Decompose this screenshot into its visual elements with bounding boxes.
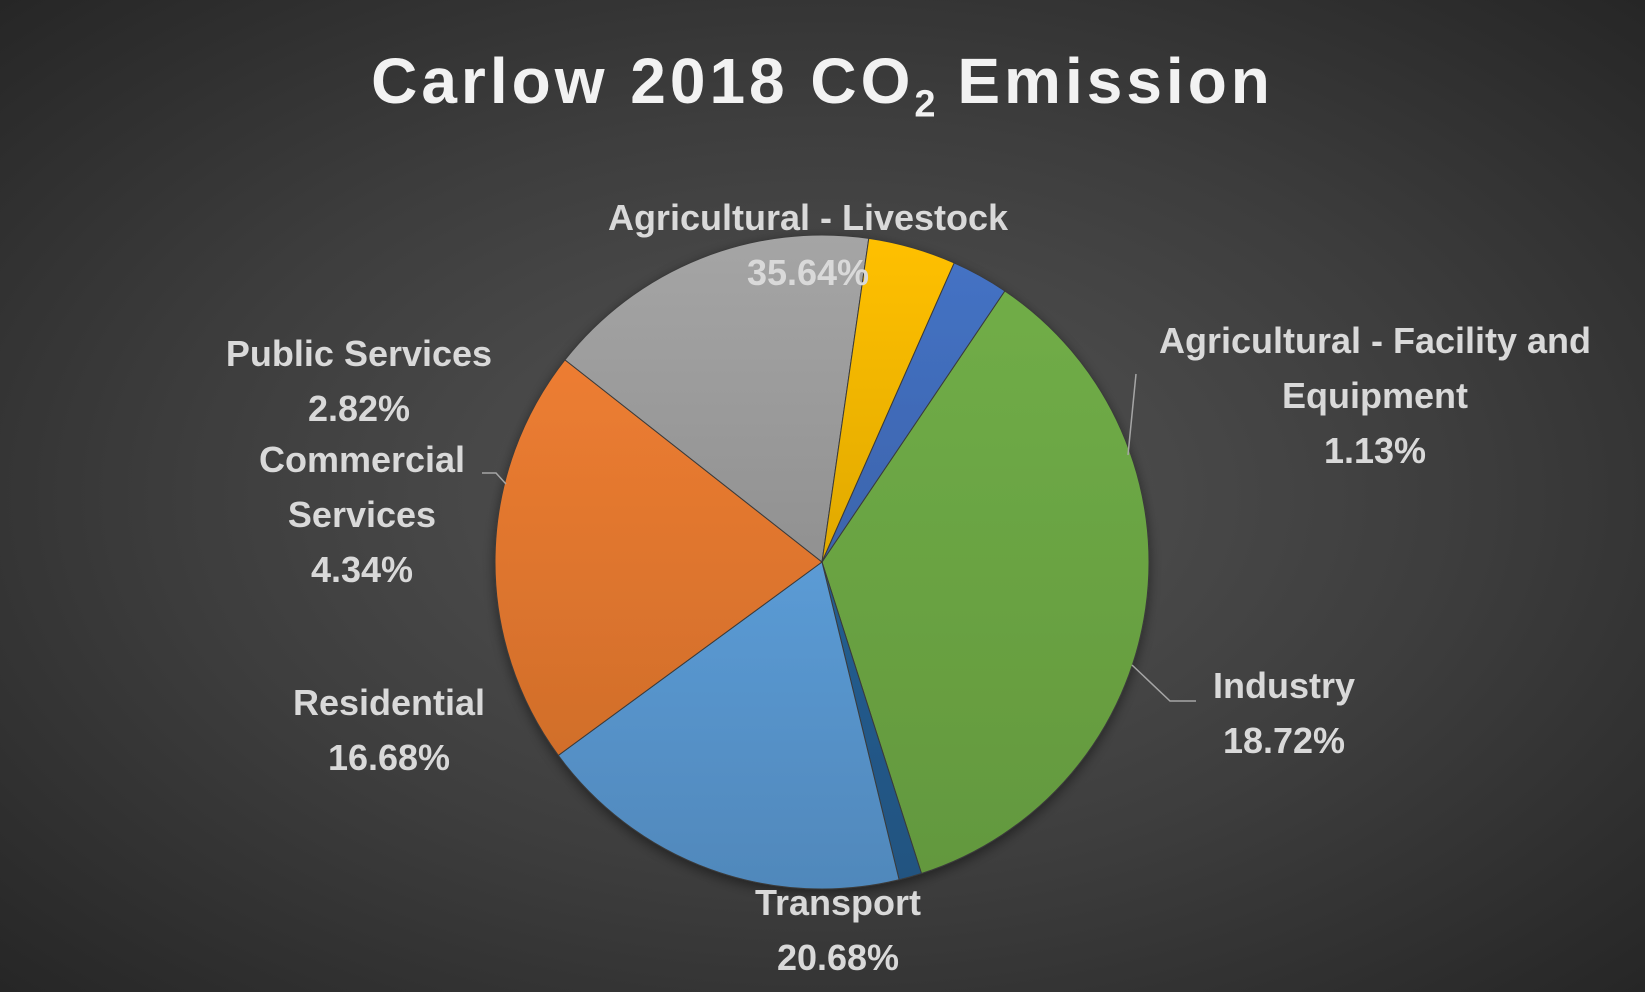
chart-title: Carlow 2018 CO2 Emission — [0, 44, 1645, 126]
leader-lines — [482, 373, 1196, 702]
data-label: Commercial Services 4.34% — [242, 432, 482, 597]
data-label-category: Transport — [754, 882, 922, 923]
chart-title-suffix: Emission — [935, 45, 1274, 117]
data-label-percent: 2.82% — [307, 388, 411, 429]
data-label-category: Industry — [1212, 665, 1356, 706]
data-label-category: Agricultural - Livestock — [607, 197, 1009, 238]
data-label-category: Agricultural - Facility and Equipment — [1158, 320, 1592, 416]
data-label-percent: 35.64% — [746, 252, 870, 293]
data-label: Public Services 2.82% — [226, 326, 492, 436]
pie-slices — [494, 234, 1150, 890]
data-label-category: Commercial Services — [258, 439, 466, 535]
data-label-percent: 20.68% — [776, 937, 900, 978]
data-label-percent: 1.13% — [1323, 430, 1427, 471]
chart-title-subscript: 2 — [914, 83, 936, 126]
data-label-category: Public Services — [225, 333, 493, 374]
pie-slice-agricultural-livestock — [821, 290, 1150, 875]
data-label: Agricultural - Livestock 35.64% — [608, 190, 1008, 300]
data-label-percent: 18.72% — [1222, 720, 1346, 761]
data-label: Transport 20.68% — [755, 875, 921, 985]
pie-slice-industry — [557, 561, 900, 890]
leader-line — [482, 472, 507, 485]
data-label: Industry 18.72% — [1213, 658, 1355, 768]
data-label-percent: 4.34% — [310, 549, 414, 590]
data-label-category: Residential — [292, 682, 486, 723]
pie-slice-transport — [494, 359, 823, 757]
pie-slice-residential — [564, 234, 870, 563]
data-label: Agricultural - Facility and Equipment 1.1… — [1140, 313, 1610, 478]
data-label-percent: 16.68% — [327, 737, 451, 778]
leader-line — [1131, 664, 1196, 702]
pie-slice-public-services — [821, 262, 1006, 563]
leader-line — [1127, 373, 1137, 456]
data-label: Residential 16.68% — [293, 675, 485, 785]
chart-title-text: Carlow 2018 CO — [371, 45, 915, 117]
